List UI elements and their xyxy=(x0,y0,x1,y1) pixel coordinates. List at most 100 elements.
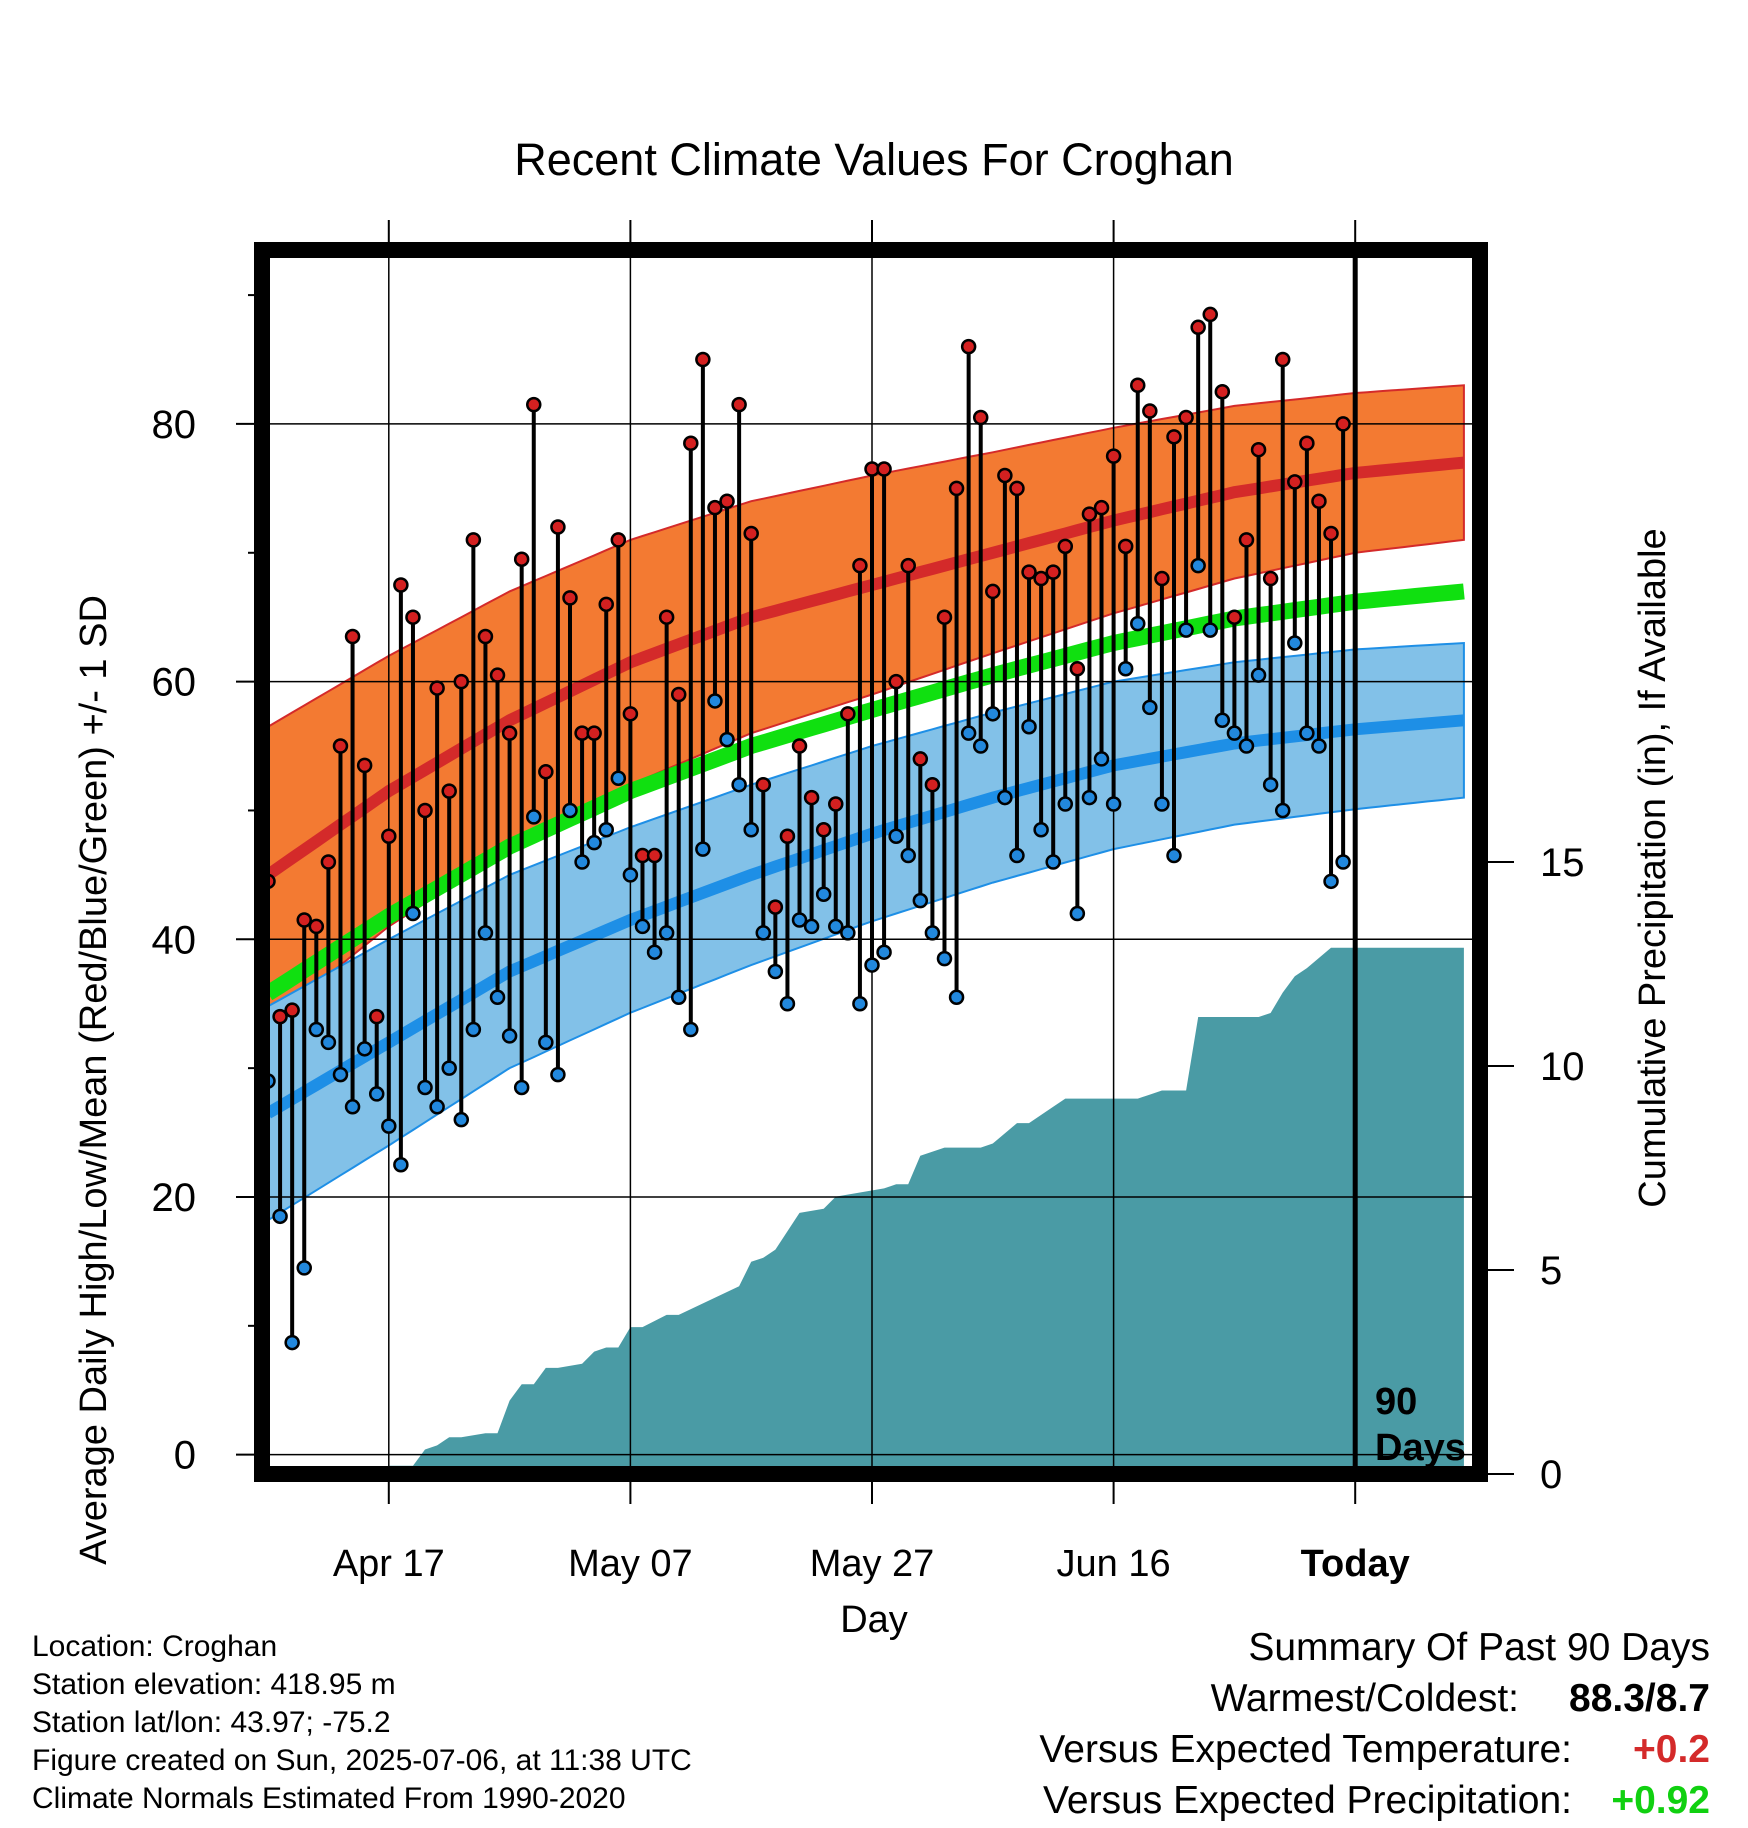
high-point xyxy=(815,822,832,838)
chart-title: Recent Climate Values For Croghan xyxy=(514,134,1234,185)
low-point xyxy=(755,925,772,941)
low-point xyxy=(574,854,590,870)
x-tick-label: Apr 17 xyxy=(333,1543,445,1585)
high-point xyxy=(393,577,409,593)
low-point xyxy=(296,1260,312,1276)
y-tick-label: 40 xyxy=(152,918,197,962)
high-point xyxy=(1190,319,1206,336)
high-point xyxy=(646,847,663,864)
daily-points xyxy=(260,306,1351,1351)
low-point xyxy=(1238,738,1255,754)
low-point xyxy=(1190,557,1206,574)
latlon-text: Station lat/lon: 43.97; -75.2 xyxy=(32,1706,391,1739)
high-point xyxy=(876,461,892,477)
low-point xyxy=(912,892,929,909)
high-point xyxy=(284,1002,300,1018)
high-point xyxy=(1238,532,1255,548)
elevation-text: Station elevation: 418.95 m xyxy=(32,1668,396,1701)
high-point xyxy=(501,725,518,741)
warmest-coldest-value: 88.3/8.7 xyxy=(1569,1677,1710,1720)
low-point xyxy=(368,1086,385,1102)
normal-bands xyxy=(263,384,1465,1222)
low-point xyxy=(453,1111,470,1128)
high-point xyxy=(779,828,796,844)
high-point xyxy=(598,596,614,613)
today-label-line2: Days xyxy=(1375,1427,1466,1469)
low-point xyxy=(610,770,627,787)
low-point xyxy=(1335,854,1351,870)
high-point xyxy=(1105,448,1122,464)
low-point xyxy=(1166,847,1182,864)
low-normal-line xyxy=(264,714,1465,1119)
low-point xyxy=(1274,802,1291,819)
high-point xyxy=(308,918,325,935)
precip-delta-value: +0.92 xyxy=(1611,1779,1710,1822)
low-point xyxy=(332,1066,349,1083)
plot-frame xyxy=(254,242,1488,1482)
high-point xyxy=(1009,480,1025,497)
temp-row: Versus Expected Temperature: +0.2 xyxy=(1039,1724,1710,1775)
y2-tick-label: 15 xyxy=(1540,841,1585,885)
summary-panel: Summary Of Past 90 Days Warmest/Coldest:… xyxy=(1039,1622,1710,1826)
low-point xyxy=(743,822,759,838)
low-point xyxy=(779,995,796,1012)
low-point xyxy=(948,989,965,1006)
low-point xyxy=(1105,796,1122,812)
low-point xyxy=(1202,622,1218,638)
x-tick-label: Jun 16 xyxy=(1057,1543,1171,1585)
high-point xyxy=(441,783,457,799)
high-point xyxy=(381,828,397,844)
y-tick-label: 0 xyxy=(174,1434,196,1478)
high-point xyxy=(1299,435,1315,452)
high-point xyxy=(1178,409,1194,426)
low-point xyxy=(670,989,687,1006)
warmest-coldest-label: Warmest/Coldest: xyxy=(1210,1677,1520,1720)
high-point xyxy=(538,764,554,780)
high-point xyxy=(526,396,542,413)
high-point xyxy=(707,499,723,516)
low-point xyxy=(477,925,494,941)
low-point xyxy=(985,706,1001,722)
low-point xyxy=(707,693,723,709)
low-point xyxy=(1069,905,1086,922)
low-point xyxy=(1250,667,1267,683)
low-point xyxy=(683,1021,699,1038)
station-info: Location: Croghan Station elevation: 418… xyxy=(32,1628,692,1818)
high-point xyxy=(1033,570,1049,587)
summary-title: Summary Of Past 90 Days xyxy=(1248,1626,1710,1669)
low-point xyxy=(405,905,421,922)
high-point xyxy=(924,776,941,793)
low-point xyxy=(936,950,953,967)
high-point xyxy=(960,338,977,355)
high-point xyxy=(1021,564,1037,580)
low-point xyxy=(840,925,856,941)
precip-label: Versus Expected Precipitation: xyxy=(1043,1779,1572,1822)
low-point xyxy=(888,828,904,844)
low-point xyxy=(1033,822,1049,838)
high-point xyxy=(972,409,989,426)
high-point xyxy=(405,609,421,625)
high-point xyxy=(1214,383,1231,400)
low-point xyxy=(1287,635,1303,651)
low-point xyxy=(1093,751,1110,767)
high-point xyxy=(900,557,916,574)
normals-text: Climate Normals Estimated From 1990-2020 xyxy=(32,1782,626,1815)
high-point xyxy=(683,435,699,452)
high-point xyxy=(1154,570,1170,587)
low-point xyxy=(550,1066,566,1083)
high-point xyxy=(719,493,735,509)
y-tick-label: 20 xyxy=(152,1176,197,1220)
low-point xyxy=(852,995,868,1012)
high-point xyxy=(755,776,772,793)
low-point xyxy=(924,925,941,941)
low-point xyxy=(562,802,578,819)
temp-label: Versus Expected Temperature: xyxy=(1039,1728,1572,1771)
location-text: Location: Croghan xyxy=(32,1630,278,1663)
high-point xyxy=(658,609,675,625)
high-point xyxy=(828,796,844,812)
high-point xyxy=(1250,441,1267,458)
daily-range-stems xyxy=(266,314,1346,1343)
low-point xyxy=(1009,847,1025,864)
low-point xyxy=(513,1079,530,1096)
